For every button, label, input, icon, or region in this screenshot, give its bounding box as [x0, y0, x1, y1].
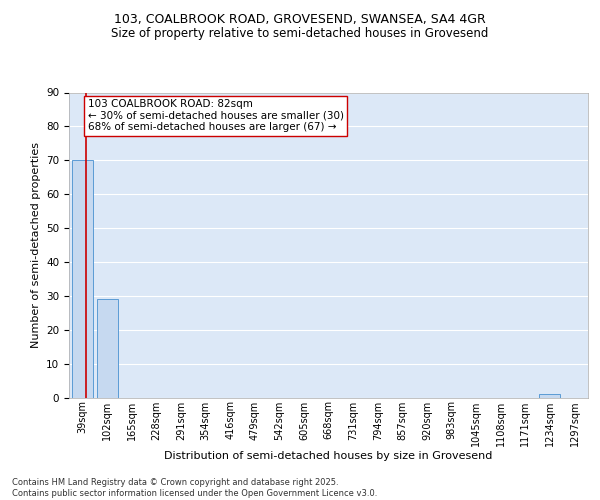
Bar [97, 299, 118, 398]
Text: 103 COALBROOK ROAD: 82sqm
← 30% of semi-detached houses are smaller (30)
68% of : 103 COALBROOK ROAD: 82sqm ← 30% of semi-… [88, 100, 344, 132]
Text: Contains HM Land Registry data © Crown copyright and database right 2025.
Contai: Contains HM Land Registry data © Crown c… [12, 478, 377, 498]
Text: Size of property relative to semi-detached houses in Grovesend: Size of property relative to semi-detach… [112, 28, 488, 40]
Bar [539, 394, 560, 398]
X-axis label: Distribution of semi-detached houses by size in Grovesend: Distribution of semi-detached houses by … [164, 452, 493, 462]
Text: 103, COALBROOK ROAD, GROVESEND, SWANSEA, SA4 4GR: 103, COALBROOK ROAD, GROVESEND, SWANSEA,… [114, 12, 486, 26]
Bar [72, 160, 93, 398]
Y-axis label: Number of semi-detached properties: Number of semi-detached properties [31, 142, 41, 348]
